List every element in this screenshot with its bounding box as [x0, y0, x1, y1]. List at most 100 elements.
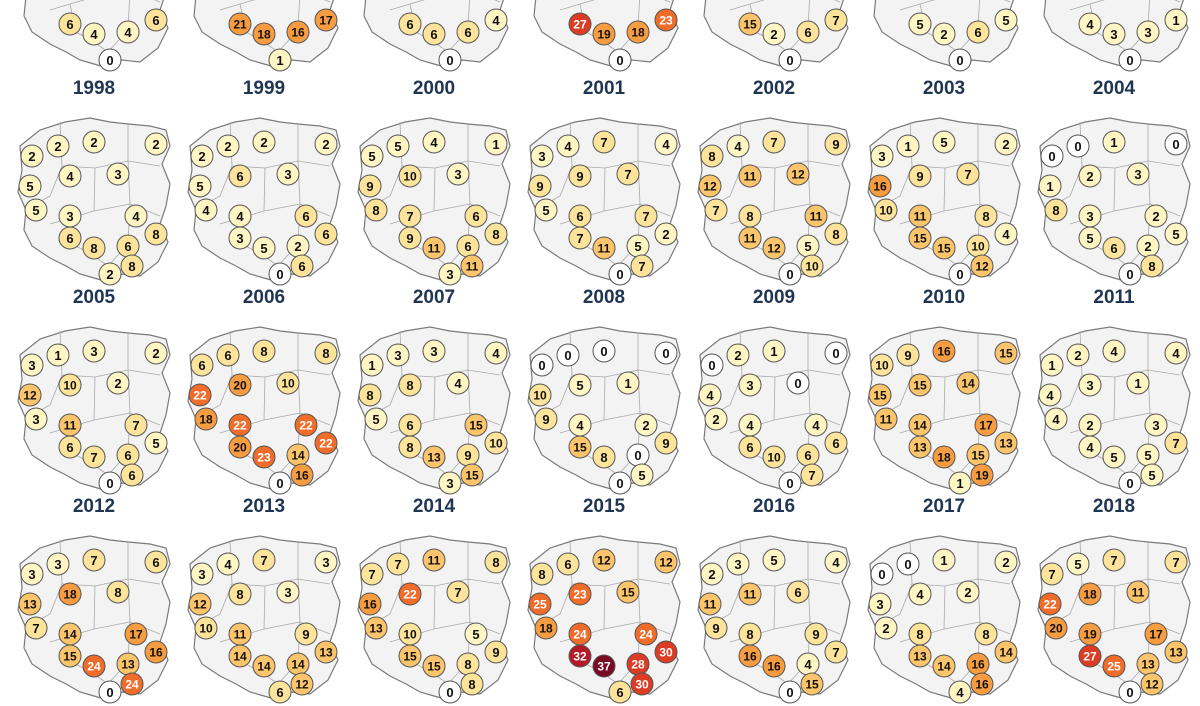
region-bubble: 2: [144, 341, 168, 365]
bubble-circle: [58, 373, 82, 397]
region-bubble: 11: [874, 407, 898, 431]
poland-map: 10 9 16 15 15 15 14 11 14 17 13 18 15 13 19 1: [867, 326, 1021, 495]
region-bubble: 15: [738, 12, 762, 36]
bubble-count: 5: [196, 179, 203, 194]
bubble-count: 18: [1083, 588, 1097, 602]
bubble-circle: [188, 174, 212, 198]
region-bubble: 14: [994, 640, 1018, 664]
bubble-count: 5: [1148, 468, 1155, 483]
bubble-circle: [460, 463, 484, 487]
bubble-count: 5: [638, 468, 645, 483]
bubble-circle: [314, 8, 338, 32]
bubble-circle: [704, 616, 728, 640]
region-bubble: 18: [626, 20, 650, 44]
bubble-count: 2: [114, 376, 121, 391]
bubble-count: 7: [1110, 553, 1117, 568]
region-bubble: 4: [194, 198, 218, 222]
bubble-circle: [314, 341, 338, 365]
bubble-circle: [974, 204, 998, 228]
poland-map: 8 6 12 12 25 23 15 18 24 24 32 37 28 30 30 6: [527, 535, 681, 704]
bubble-circle: [908, 435, 932, 459]
region-border: [571, 160, 671, 169]
bubble-circle: [726, 343, 750, 367]
bubble-count: 22: [299, 419, 313, 433]
region-bubble: 7: [252, 548, 276, 572]
region-border: [899, 0, 936, 11]
bubble-count: 2: [322, 137, 329, 152]
bubble-count: 22: [233, 419, 247, 433]
bubble-count: 7: [1172, 436, 1179, 451]
region-bubble: 15: [568, 435, 592, 459]
region-bubble: 11: [804, 204, 828, 228]
region-bubble: 7: [568, 226, 592, 250]
bubble-circle: [484, 222, 508, 246]
bubble-count: 5: [542, 203, 549, 218]
bubble-circle: [290, 463, 314, 487]
bubble-circle: [762, 130, 786, 154]
bubble-count: 15: [913, 232, 927, 246]
bubble-count: 16: [295, 469, 309, 483]
bubble-count: 0: [878, 567, 885, 582]
region-bubble: 0: [870, 562, 894, 586]
region-bubble: 2: [286, 234, 310, 258]
region-bubble: 1: [932, 548, 956, 572]
region-bubble: 5: [1078, 226, 1102, 250]
region-bubble: 6: [314, 222, 338, 246]
region-bubble: 2: [46, 134, 70, 158]
region-bubble: 3: [870, 144, 894, 168]
bubble-count: 20: [1049, 622, 1063, 636]
bubble-count: 8: [366, 388, 373, 403]
bubble-circle: [422, 236, 446, 260]
bubble-count: 5: [32, 203, 39, 218]
bubble-count: 7: [808, 468, 815, 483]
bubble-circle: [994, 341, 1018, 365]
bubble-count: 19: [975, 469, 989, 483]
bubble-count: 3: [54, 557, 61, 572]
region-bubble: 6: [290, 254, 314, 278]
bubble-circle: [1078, 226, 1102, 250]
region-bubble: 8: [120, 254, 144, 278]
map-panel: 2014 7 7 11 8 16 22 7 13 10 5 15 15 8 9 8 0: [350, 496, 518, 704]
region-bubble: 8: [592, 445, 616, 469]
region-bubble: 17: [314, 8, 338, 32]
bubble-circle: [144, 132, 168, 156]
bubble-circle: [824, 550, 848, 574]
bubble-circle: [484, 8, 508, 32]
bubble-count: 15: [465, 469, 479, 483]
map-panel: 2010 10 9 16 15 15 15 14 11 14 17 13 18 15 13 19 1: [860, 287, 1028, 495]
bubble-count: 0: [786, 53, 793, 68]
bubble-circle: [438, 471, 462, 495]
region-bubble: 1: [360, 353, 384, 377]
poland-map: 8 4 7 9 12 11 12 7 8 11 11 12 5 8 10 0: [697, 117, 851, 286]
bubble-circle: [1140, 463, 1164, 487]
bubble-circle: [484, 431, 508, 455]
bubble-count: 6: [804, 448, 811, 463]
region-bubble: 5: [364, 407, 388, 431]
bubble-circle: [82, 339, 106, 363]
region-bubble: 2: [654, 222, 678, 246]
bubble-circle: [1126, 162, 1150, 186]
region-border: [571, 369, 671, 378]
region-bubble: 11: [58, 413, 82, 437]
bubble-circle: [98, 48, 122, 72]
bubble-circle: [268, 262, 292, 286]
bubble-count: 14: [937, 660, 951, 674]
region-bubble: 8: [460, 672, 484, 696]
region-border: [957, 0, 980, 53]
bubble-count: 4: [124, 25, 132, 40]
region-bubble: 20: [1044, 616, 1068, 640]
bubble-count: 4: [224, 557, 232, 572]
bubble-count: 1: [770, 344, 777, 359]
region-bubble: 8: [1140, 254, 1164, 278]
bubble-circle: [700, 562, 724, 586]
bubble-circle: [464, 204, 488, 228]
region-bubble: 2: [874, 616, 898, 640]
region-bubble: 19: [1078, 622, 1102, 646]
bubble-circle: [534, 407, 558, 431]
bubble-circle: [974, 622, 998, 646]
bubble-count: 1: [1110, 135, 1117, 150]
